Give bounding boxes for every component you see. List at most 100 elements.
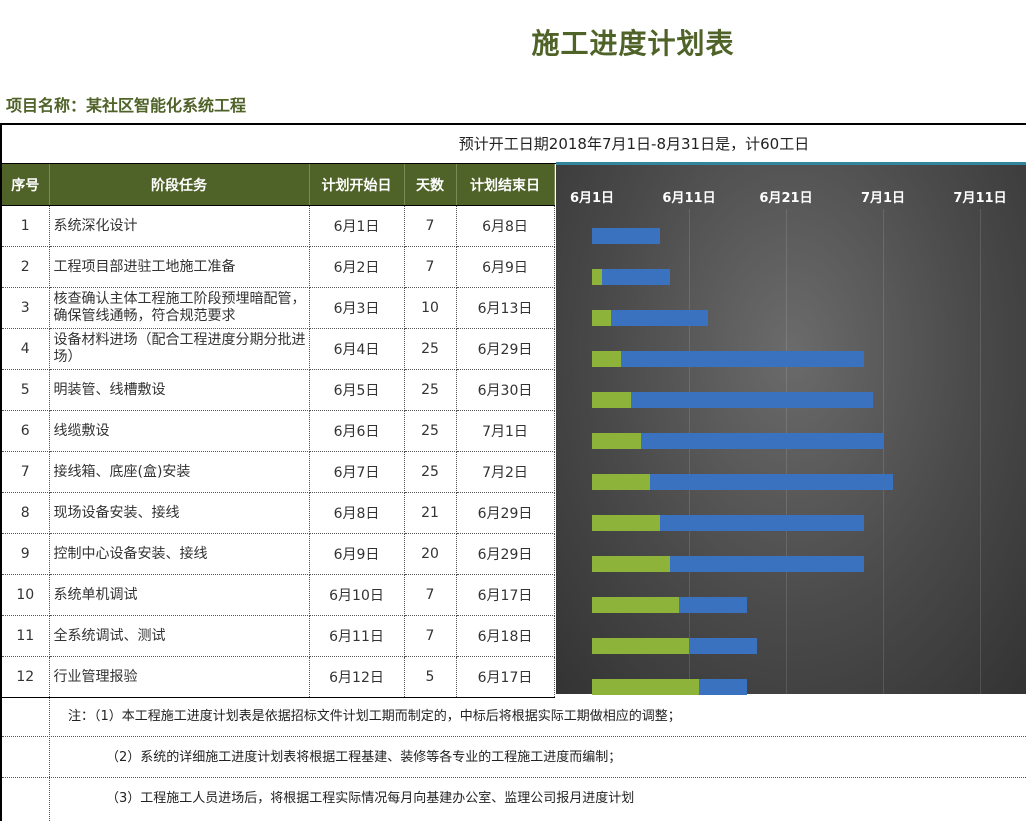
cell-end: 7月2日 bbox=[456, 451, 555, 493]
page-title: 施工进度计划表 bbox=[531, 27, 735, 60]
cell-days: 21 bbox=[404, 492, 457, 534]
cell-end: 6月17日 bbox=[456, 656, 555, 698]
cell-end: 6月13日 bbox=[456, 287, 555, 329]
gantt-bar-duration bbox=[621, 351, 864, 367]
cell-days: 5 bbox=[404, 656, 457, 698]
table-row: 8 现场设备安装、接线 6月8日 21 6月29日 bbox=[2, 492, 555, 534]
gantt-bar-duration bbox=[650, 474, 893, 490]
table-row: 12 行业管理报验 6月12日 5 6月17日 bbox=[2, 656, 555, 698]
gantt-bar-duration bbox=[611, 310, 709, 326]
table-row: 9 控制中心设备安装、接线 6月9日 20 6月29日 bbox=[2, 533, 555, 575]
cell-days: 25 bbox=[404, 410, 457, 452]
table-header-row: 序号 阶段任务 计划开始日 天数 计划结束日 bbox=[2, 164, 555, 206]
cell-days: 7 bbox=[404, 574, 457, 616]
cell-start: 6月12日 bbox=[309, 656, 405, 698]
cell-task: 核查确认主体工程施工阶段预埋暗配管，确保管线通畅，符合规范要求 bbox=[49, 287, 310, 329]
gantt-bar-duration bbox=[630, 392, 874, 408]
gantt-chart: 6月1日 6月11日 6月21日 7月1日 7月11日 bbox=[556, 165, 1026, 695]
cell-end: 6月18日 bbox=[456, 615, 555, 657]
table-row: 2 工程项目部进驻工地施工准备 6月2日 7 6月9日 bbox=[2, 246, 555, 288]
cell-task: 全系统调试、测试 bbox=[49, 615, 310, 657]
cell-end: 6月29日 bbox=[456, 533, 555, 575]
header-no: 序号 bbox=[2, 164, 50, 206]
gantt-gridline bbox=[980, 209, 981, 694]
schedule-table: 序号 阶段任务 计划开始日 天数 计划结束日 1 系统深化设计 6月1日 7 6月8日 2… bbox=[2, 164, 555, 698]
cell-task: 设备材料进场（配合工程进度分期分批进场） bbox=[49, 328, 310, 370]
cell-task: 接线箱、底座(盒)安装 bbox=[49, 451, 310, 493]
cell-no: 11 bbox=[2, 615, 50, 657]
cell-task: 控制中心设备安装、接线 bbox=[49, 533, 310, 575]
cell-start: 6月7日 bbox=[309, 451, 405, 493]
cell-no: 1 bbox=[2, 205, 50, 247]
gantt-bar-offset bbox=[592, 433, 641, 449]
cell-no: 12 bbox=[2, 656, 50, 698]
cell-end: 6月8日 bbox=[456, 205, 555, 247]
cell-start: 6月10日 bbox=[309, 574, 405, 616]
table-row: 10 系统单机调试 6月10日 7 6月17日 bbox=[2, 574, 555, 616]
gantt-bar-duration bbox=[659, 515, 864, 531]
cell-task: 系统深化设计 bbox=[49, 205, 310, 247]
cell-days: 7 bbox=[404, 205, 457, 247]
cell-no: 9 bbox=[2, 533, 50, 575]
cell-days: 10 bbox=[404, 287, 457, 329]
cell-end: 7月1日 bbox=[456, 410, 555, 452]
note-2: （2）系统的详细施工进度计划表将根据工程基建、装修等各专业的工程施工进度而编制； bbox=[2, 737, 1026, 778]
table-row: 6 线缆敷设 6月6日 25 7月1日 bbox=[2, 410, 555, 452]
cell-days: 20 bbox=[404, 533, 457, 575]
note-3: （3）工程施工人员进场后，将根据工程实际情况每月向基建办公室、监理公司报月进度计… bbox=[106, 791, 635, 806]
cell-no: 8 bbox=[2, 492, 50, 534]
cell-no: 3 bbox=[2, 287, 50, 329]
cell-end: 6月29日 bbox=[456, 328, 555, 370]
cell-no: 5 bbox=[2, 369, 50, 411]
gantt-bar-duration bbox=[592, 228, 660, 244]
cell-task: 系统单机调试 bbox=[49, 574, 310, 616]
note-1: 注：（1）本工程施工进度计划表是依据招标文件计划工期而制定的，中标后将根据实际工… bbox=[2, 696, 1026, 737]
gantt-axis-label: 6月11日 bbox=[662, 191, 716, 206]
cell-no: 7 bbox=[2, 451, 50, 493]
gantt-axis-label: 7月11日 bbox=[953, 191, 1007, 206]
cell-start: 6月9日 bbox=[309, 533, 405, 575]
banner-divider bbox=[2, 163, 556, 164]
gantt-bar-offset bbox=[592, 638, 689, 654]
cell-task: 线缆敷设 bbox=[49, 410, 310, 452]
cell-start: 6月4日 bbox=[309, 328, 405, 370]
cell-end: 6月30日 bbox=[456, 369, 555, 411]
gantt-bar-duration bbox=[689, 638, 757, 654]
cell-task: 工程项目部进驻工地施工准备 bbox=[49, 246, 310, 288]
cell-start: 6月2日 bbox=[309, 246, 405, 288]
table-row: 5 明装管、线槽敷设 6月5日 25 6月30日 bbox=[2, 369, 555, 411]
cell-task: 明装管、线槽敷设 bbox=[49, 369, 310, 411]
cell-days: 25 bbox=[404, 451, 457, 493]
cell-end: 6月9日 bbox=[456, 246, 555, 288]
cell-start: 6月1日 bbox=[309, 205, 405, 247]
gantt-bar-offset bbox=[592, 597, 680, 613]
gantt-axis-label: 7月1日 bbox=[860, 191, 906, 206]
header-task: 阶段任务 bbox=[49, 164, 310, 206]
header-end: 计划结束日 bbox=[456, 164, 555, 206]
table-row: 4 设备材料进场（配合工程进度分期分批进场） 6月4日 25 6月29日 bbox=[2, 328, 555, 370]
cell-task: 行业管理报验 bbox=[49, 656, 310, 698]
project-name: 项目名称：某社区智能化系统工程 bbox=[6, 96, 247, 115]
cell-days: 25 bbox=[404, 369, 457, 411]
table-row: 1 系统深化设计 6月1日 7 6月8日 bbox=[2, 205, 555, 247]
cell-days: 7 bbox=[404, 246, 457, 288]
cell-start: 6月5日 bbox=[309, 369, 405, 411]
gantt-bar-duration bbox=[679, 597, 748, 613]
gantt-axis-label: 6月1日 bbox=[569, 191, 615, 206]
gantt-bar-offset bbox=[592, 515, 660, 531]
header-start: 计划开始日 bbox=[309, 164, 405, 206]
cell-days: 25 bbox=[404, 328, 457, 370]
cell-start: 6月8日 bbox=[309, 492, 405, 534]
cell-no: 10 bbox=[2, 574, 50, 616]
gantt-gridline bbox=[689, 209, 690, 694]
gantt-bar-duration bbox=[698, 679, 748, 695]
gantt-bar-offset bbox=[592, 679, 699, 695]
gantt-bar-offset bbox=[592, 310, 612, 326]
gantt-bar-offset bbox=[592, 392, 631, 408]
gantt-gridline bbox=[786, 209, 787, 694]
header-days: 天数 bbox=[404, 164, 457, 206]
gantt-bar-offset bbox=[592, 269, 602, 285]
start-date-banner: 预计开工日期2018年7月1日-8月31日是，计60工日 bbox=[458, 135, 810, 153]
note-divider bbox=[49, 696, 50, 821]
gantt-axis-label: 6月21日 bbox=[759, 191, 813, 206]
